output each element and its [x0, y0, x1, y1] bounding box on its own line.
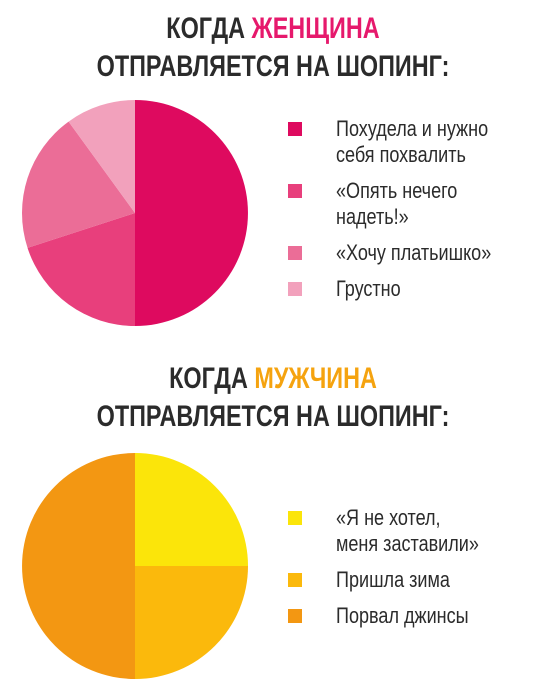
men-legend: «Я не хотел, меня заставили» Пришла зима П… — [288, 505, 546, 639]
men-legend-item: Порвал джинсы — [288, 603, 546, 629]
women-legend-label: «Опять нечего надеть!» — [336, 178, 458, 229]
women-legend-swatch — [288, 122, 302, 136]
women-legend-swatch — [288, 282, 302, 296]
women-title-prefix: КОГДА — [166, 12, 252, 45]
men-legend-label: «Я не хотел, меня заставили» — [336, 505, 479, 556]
men-legend-swatch — [288, 511, 302, 525]
men-section: КОГДА МУЖЧИНА ОТПРАВЛЯЕТСЯ НА ШОПИНГ: «Я… — [0, 345, 546, 690]
men-pie-slice — [135, 453, 248, 566]
women-legend: Похудела и нужно себя похвалить «Опять не… — [288, 116, 546, 312]
men-title-highlight: МУЖЧИНА — [254, 362, 377, 395]
men-title: КОГДА МУЖЧИНА ОТПРАВЛЯЕТСЯ НА ШОПИНГ: — [60, 360, 486, 436]
women-title-line1: КОГДА ЖЕНЩИНА — [60, 10, 486, 48]
women-pie-chart — [21, 100, 248, 326]
men-pie-slice — [22, 453, 135, 679]
men-pie-slice — [135, 566, 248, 679]
women-legend-label: Похудела и нужно себя похвалить — [336, 116, 489, 167]
women-pie-slice — [21, 121, 135, 248]
men-legend-item: Пришла зима — [288, 567, 546, 593]
women-title-highlight: ЖЕНЩИНА — [251, 12, 380, 45]
women-legend-item: «Хочу платьишко» — [288, 240, 546, 266]
men-title-prefix: КОГДА — [169, 362, 255, 395]
women-legend-label: Грустно — [336, 276, 401, 301]
women-legend-item: Грустно — [288, 276, 546, 302]
women-legend-swatch — [288, 184, 302, 198]
women-title-line2: ОТПРАВЛЯЕТСЯ НА ШОПИНГ: — [96, 50, 450, 83]
men-pie-chart — [22, 453, 248, 679]
women-legend-item: «Опять нечего надеть!» — [288, 178, 546, 230]
women-section: КОГДА ЖЕНЩИНА ОТПРАВЛЯЕТСЯ НА ШОПИНГ: По… — [21, 10, 546, 326]
men-legend-label: Пришла зима — [336, 567, 450, 592]
women-pie-slice — [68, 100, 135, 213]
men-legend-label: Порвал джинсы — [336, 603, 469, 628]
men-title-line1: КОГДА МУЖЧИНА — [60, 360, 486, 398]
women-pie-slice — [27, 213, 136, 326]
women-legend-label: «Хочу платьишко» — [336, 240, 492, 265]
women-pie-slice — [135, 100, 248, 326]
men-legend-swatch — [288, 573, 302, 587]
men-legend-swatch — [288, 609, 302, 623]
women-title: КОГДА ЖЕНЩИНА ОТПРАВЛЯЕТСЯ НА ШОПИНГ: — [60, 10, 486, 86]
men-legend-item: «Я не хотел, меня заставили» — [288, 505, 546, 557]
women-legend-item: Похудела и нужно себя похвалить — [288, 116, 546, 168]
women-legend-swatch — [288, 246, 302, 260]
men-title-line2: ОТПРАВЛЯЕТСЯ НА ШОПИНГ: — [96, 400, 450, 433]
